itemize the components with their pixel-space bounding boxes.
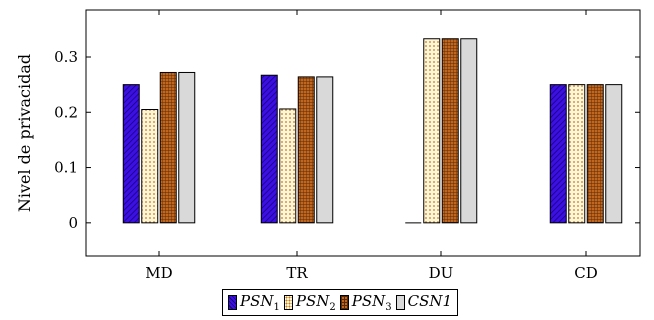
legend: PSN1 PSN2 PSN3 CSN1: [222, 289, 459, 316]
legend-label-psn3: PSN3: [351, 292, 392, 313]
x-tick-label: CD: [574, 264, 598, 282]
x-tick-label: TR: [286, 264, 308, 282]
bar-chart: 0 0.1 0.2 0.3 Nivel de privacidad MD TR DU CD: [15, 9, 641, 282]
bar: [122, 84, 140, 224]
bar: [297, 76, 315, 224]
y-tick-label: 0: [68, 214, 78, 232]
y-tick-label: 0.3: [54, 48, 78, 66]
legend-item-csn1: CSN1: [395, 292, 453, 313]
bar: [316, 76, 334, 224]
bar: [159, 71, 177, 224]
bar: [549, 84, 567, 224]
plot-area: 0 0.1 0.2 0.3 Nivel de privacidad MD TR DU CD: [15, 9, 641, 282]
x-tick-label: MD: [145, 264, 172, 282]
bar: [586, 84, 604, 224]
bar: [605, 84, 623, 224]
legend-label-psn2: PSN2: [295, 292, 336, 313]
plot-frame: [85, 9, 641, 257]
bar: [441, 38, 459, 224]
legend-label-psn1: PSN1: [240, 292, 280, 313]
legend-item-psn2: PSN2: [283, 292, 336, 313]
legend-swatch-csn1: [395, 295, 405, 310]
bar: [279, 108, 297, 224]
bar: [568, 84, 586, 224]
legend-item-psn3: PSN3: [339, 292, 392, 313]
y-axis-label: Nivel de privacidad: [15, 54, 34, 212]
bar: [141, 109, 159, 224]
y-tick-label: 0.1: [54, 159, 78, 177]
legend-item-psn1: PSN1: [228, 292, 280, 313]
legend-swatch-psn2: [283, 295, 293, 310]
legend-swatch-psn1: [228, 295, 237, 310]
bar: [460, 38, 478, 224]
legend-swatch-psn3: [339, 295, 349, 310]
bar: [260, 74, 278, 224]
legend-label-csn1: CSN1: [407, 292, 453, 310]
bar: [178, 71, 196, 224]
x-tick-label: DU: [429, 264, 454, 282]
bar: [423, 38, 441, 224]
y-tick-label: 0.2: [54, 103, 78, 121]
